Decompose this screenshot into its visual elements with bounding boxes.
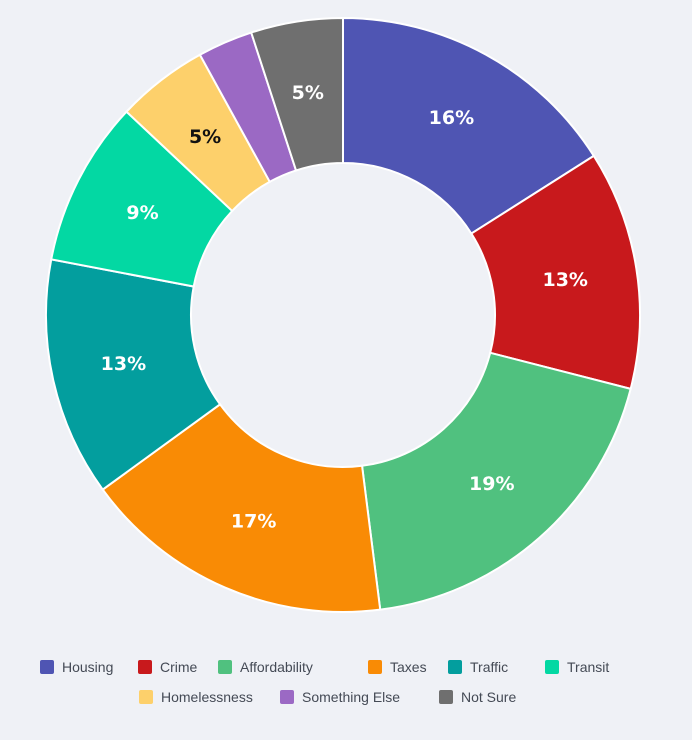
slice-affordability[interactable]	[360, 351, 632, 611]
legend-row: Homelessness Something Else Not Sure	[0, 686, 692, 708]
slice-label: 5%	[292, 82, 324, 104]
legend-label: Housing	[62, 659, 114, 675]
legend-item-transit[interactable]: Transit	[545, 656, 609, 678]
legend-label: Crime	[160, 659, 198, 675]
legend-item-housing[interactable]: Housing	[40, 656, 113, 678]
legend-swatch	[368, 660, 382, 674]
slice-label: 13%	[101, 353, 146, 375]
donut-chart-svg: 16% 13% 19% 17% 13% 9% 5% 5%	[45, 16, 641, 613]
legend-item-something-else[interactable]: Something Else	[280, 686, 400, 708]
donut-chart: 16% 13% 19% 17% 13% 9% 5% 5%	[45, 16, 641, 613]
legend-item-taxes[interactable]: Taxes	[368, 656, 427, 678]
legend-item-homelessness[interactable]: Homelessness	[139, 686, 253, 708]
legend-label: Homelessness	[161, 689, 253, 705]
legend-item-affordability[interactable]: Affordability	[218, 656, 313, 678]
legend-swatch	[218, 660, 232, 674]
slice-housing[interactable]	[342, 16, 596, 235]
slice-label: 19%	[469, 473, 514, 495]
legend-swatch	[439, 690, 453, 704]
legend-row: Housing Crime Affordability Taxes Traffic Tra…	[0, 656, 692, 678]
slice-label: 13%	[542, 269, 587, 291]
legend-swatch	[448, 660, 462, 674]
slice-label: 16%	[429, 107, 474, 129]
legend-swatch	[545, 660, 559, 674]
legend-label: Traffic	[470, 659, 509, 675]
legend-label: Not Sure	[461, 689, 517, 705]
legend-swatch	[40, 660, 54, 674]
legend-label: Affordability	[240, 659, 313, 675]
slice-label: 9%	[126, 202, 158, 224]
slice-taxes[interactable]	[101, 402, 382, 613]
legend-label: Taxes	[390, 659, 427, 675]
slice-label: 17%	[231, 510, 276, 532]
legend-label: Something Else	[302, 689, 401, 705]
slice-not-sure[interactable]	[249, 16, 344, 172]
slice-label: 5%	[189, 126, 221, 148]
legend-item-crime[interactable]: Crime	[138, 656, 197, 678]
legend-swatch	[139, 690, 153, 704]
legend-swatch	[280, 690, 294, 704]
legend-label: Transit	[567, 659, 610, 675]
legend-item-traffic[interactable]: Traffic	[448, 656, 508, 678]
legend-item-not-sure[interactable]: Not Sure	[439, 686, 516, 708]
legend-swatch	[138, 660, 152, 674]
